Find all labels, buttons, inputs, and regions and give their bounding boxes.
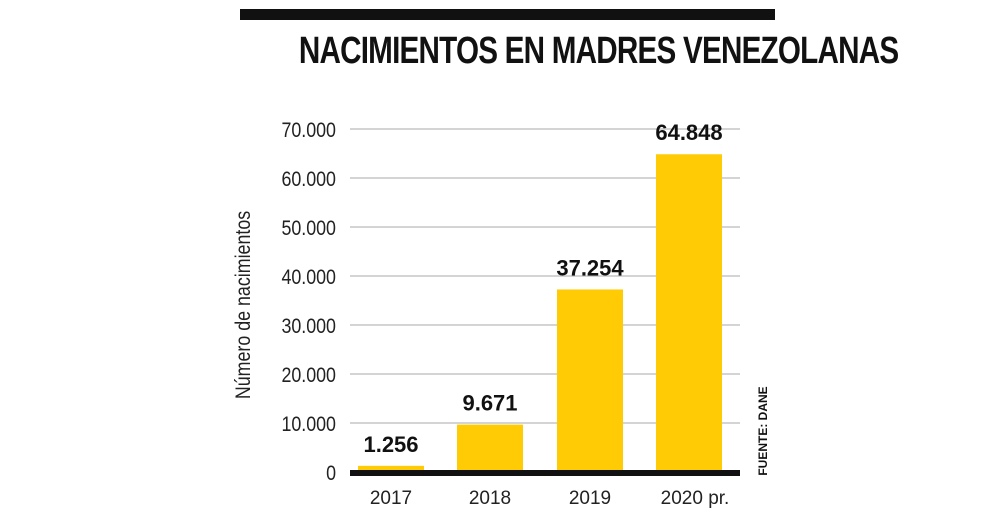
data-label: 9.671 [462, 391, 517, 416]
bar-2019 [557, 289, 623, 476]
source-credit: FUENTE: DANE [756, 386, 770, 475]
data-label: 64.848 [655, 120, 722, 145]
x-tick-label: 2020 pr. [661, 488, 730, 509]
y-tick-label: 70.000 [281, 119, 336, 143]
x-tick-label: 2018 [469, 488, 511, 509]
data-label: 37.254 [556, 255, 624, 280]
title-rule [240, 9, 775, 20]
y-tick-label: 20.000 [281, 364, 336, 388]
y-axis-label: Número de nacimientos [232, 211, 256, 400]
bar-2017 [358, 465, 424, 474]
y-tick-label: 10.000 [281, 413, 336, 437]
x-axis-line [350, 470, 740, 476]
y-tick-label: 0 [326, 462, 336, 486]
x-tick-label: 2019 [569, 488, 611, 509]
bar-2018 [457, 424, 523, 474]
y-tick-label: 50.000 [281, 217, 336, 241]
y-tick-label: 40.000 [281, 266, 336, 290]
y-tick-label: 60.000 [281, 168, 336, 192]
x-tick-label: 2017 [370, 488, 412, 509]
data-label: 1.256 [363, 432, 418, 457]
y-tick-label: 30.000 [281, 315, 336, 339]
bar-2020 pr. [656, 154, 722, 474]
